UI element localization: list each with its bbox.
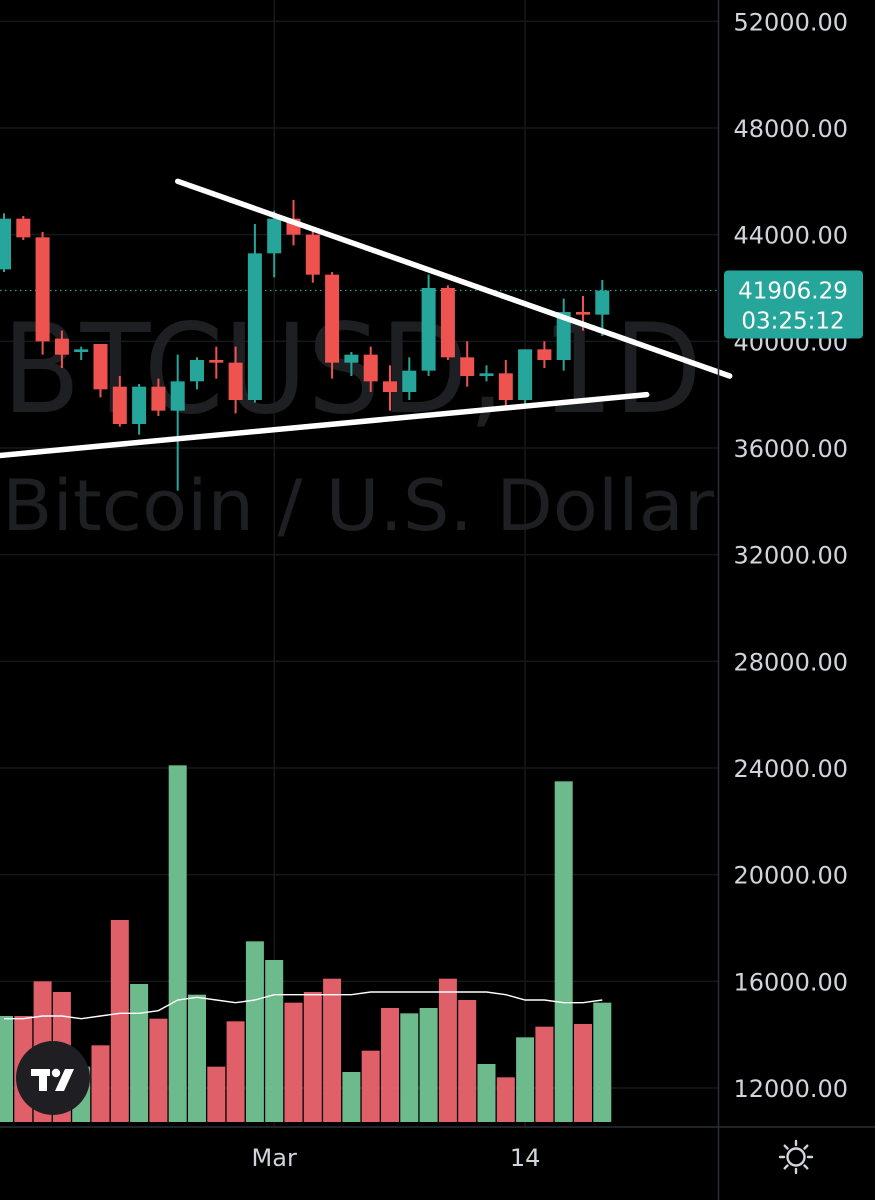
candle-body	[363, 354, 378, 382]
candle-body	[440, 288, 455, 358]
candle-body	[344, 354, 359, 363]
y-tick-label: 36000.00	[733, 435, 848, 463]
tradingview-logo[interactable]	[16, 1041, 90, 1115]
candle-body	[74, 349, 89, 352]
volume-bar	[438, 978, 457, 1122]
trendline	[0, 391, 650, 459]
volume-bar	[168, 765, 187, 1122]
volume-bar	[535, 1026, 554, 1122]
x-tick-label: Mar	[252, 1144, 297, 1172]
trendlines	[0, 178, 733, 459]
grid-lines	[0, 0, 718, 1127]
candle-body	[190, 360, 204, 382]
last-price-label: 41906.29	[738, 278, 848, 304]
volume-bar	[130, 984, 149, 1122]
candle-body	[421, 288, 436, 371]
candle-body	[325, 274, 340, 363]
y-tick-label: 32000.00	[733, 542, 848, 570]
y-tick-label: 16000.00	[733, 968, 848, 996]
candle-body	[402, 370, 417, 392]
volume-bar	[477, 1064, 496, 1122]
candle-body	[228, 362, 243, 400]
volume-bar	[110, 920, 129, 1122]
candle-body	[247, 253, 262, 400]
volume-bar	[245, 941, 264, 1122]
candle-body	[595, 290, 610, 315]
volume-bar	[0, 1016, 13, 1122]
x-tick-label: 14	[510, 1144, 541, 1172]
y-tick-label: 24000.00	[733, 755, 848, 783]
volume-bar	[419, 1008, 438, 1122]
y-tick-label: 48000.00	[733, 115, 848, 143]
volume-bar	[149, 1018, 168, 1122]
candle-body	[0, 218, 11, 270]
y-tick-label: 12000.00	[733, 1075, 848, 1103]
candle-body	[54, 338, 69, 355]
volume-ma-line	[4, 991, 603, 1020]
volume-bar	[265, 960, 284, 1122]
candle-body	[383, 381, 397, 392]
candle-body	[16, 218, 31, 238]
volume-bar	[207, 1066, 226, 1122]
candles	[0, 200, 718, 491]
candle-body	[132, 386, 147, 424]
candle-body	[556, 312, 571, 360]
candle-body	[479, 373, 494, 376]
candle-body	[93, 344, 108, 390]
tradingview-logo-icon	[31, 1068, 74, 1091]
candle-body	[498, 373, 513, 400]
volume-bar	[323, 978, 342, 1122]
candle-body	[460, 357, 475, 376]
candle-body	[35, 237, 50, 342]
volume-bar	[188, 994, 206, 1122]
candle-body	[537, 349, 552, 360]
candle-body	[112, 386, 127, 424]
chart-settings-icon[interactable]	[777, 1138, 815, 1176]
volume-bar	[593, 1002, 612, 1122]
candle-body	[151, 386, 166, 411]
y-tick-label: 52000.00	[733, 8, 848, 36]
volume-bar	[91, 1045, 110, 1122]
last-price-tag: 41906.29 03:25:12	[724, 270, 863, 339]
y-tick-label: 44000.00	[733, 222, 848, 250]
candle-body	[170, 381, 185, 411]
y-tick-label: 20000.00	[733, 862, 848, 890]
volume-bar	[554, 781, 573, 1122]
volume-bar	[284, 1002, 303, 1122]
price-tag-bg	[724, 270, 863, 339]
volume-bar	[496, 1077, 515, 1122]
volume-bar	[361, 1050, 380, 1122]
candle-body	[267, 218, 282, 254]
volume-bar	[381, 1008, 399, 1122]
trendline	[174, 178, 733, 379]
y-tick-label: 28000.00	[733, 648, 848, 676]
volume-bar	[303, 992, 322, 1122]
volume-bar	[516, 1037, 535, 1122]
volume-bar	[400, 1013, 419, 1122]
candle-body	[209, 360, 224, 363]
countdown-label: 03:25:12	[741, 308, 844, 334]
candle-body	[305, 234, 320, 275]
candle-body	[576, 312, 590, 315]
volume-bar	[458, 1000, 477, 1122]
volume-bar	[226, 1021, 245, 1122]
candle-body	[518, 349, 533, 400]
volume-bar	[574, 1024, 592, 1122]
volume-bars	[0, 765, 612, 1122]
volume-bar	[342, 1072, 361, 1122]
name-watermark: Bitcoin / U.S. Dollar	[2, 465, 714, 547]
